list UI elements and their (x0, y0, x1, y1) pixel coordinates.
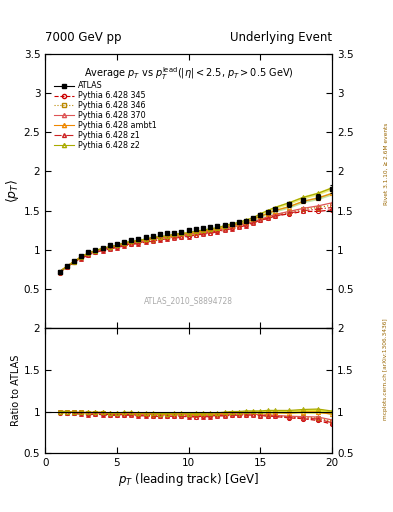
Text: mcplots.cern.ch [arXiv:1306.3436]: mcplots.cern.ch [arXiv:1306.3436] (384, 318, 388, 419)
Text: Underlying Event: Underlying Event (230, 31, 332, 44)
Y-axis label: $\langle p_T \rangle$: $\langle p_T \rangle$ (4, 179, 21, 203)
Text: 7000 GeV pp: 7000 GeV pp (45, 31, 122, 44)
Legend: ATLAS, Pythia 6.428 345, Pythia 6.428 346, Pythia 6.428 370, Pythia 6.428 ambt1,: ATLAS, Pythia 6.428 345, Pythia 6.428 34… (52, 80, 158, 152)
Y-axis label: Ratio to ATLAS: Ratio to ATLAS (11, 355, 21, 426)
Text: ATLAS_2010_S8894728: ATLAS_2010_S8894728 (144, 296, 233, 305)
Text: Rivet 3.1.10, ≥ 2.6M events: Rivet 3.1.10, ≥ 2.6M events (384, 123, 388, 205)
Text: Average $p_T$ vs $p_T^{\rm lead}$($|\eta| < 2.5$, $p_T > 0.5$ GeV): Average $p_T$ vs $p_T^{\rm lead}$($|\eta… (84, 65, 294, 81)
X-axis label: $p_T$ (leading track) [GeV]: $p_T$ (leading track) [GeV] (118, 471, 259, 488)
